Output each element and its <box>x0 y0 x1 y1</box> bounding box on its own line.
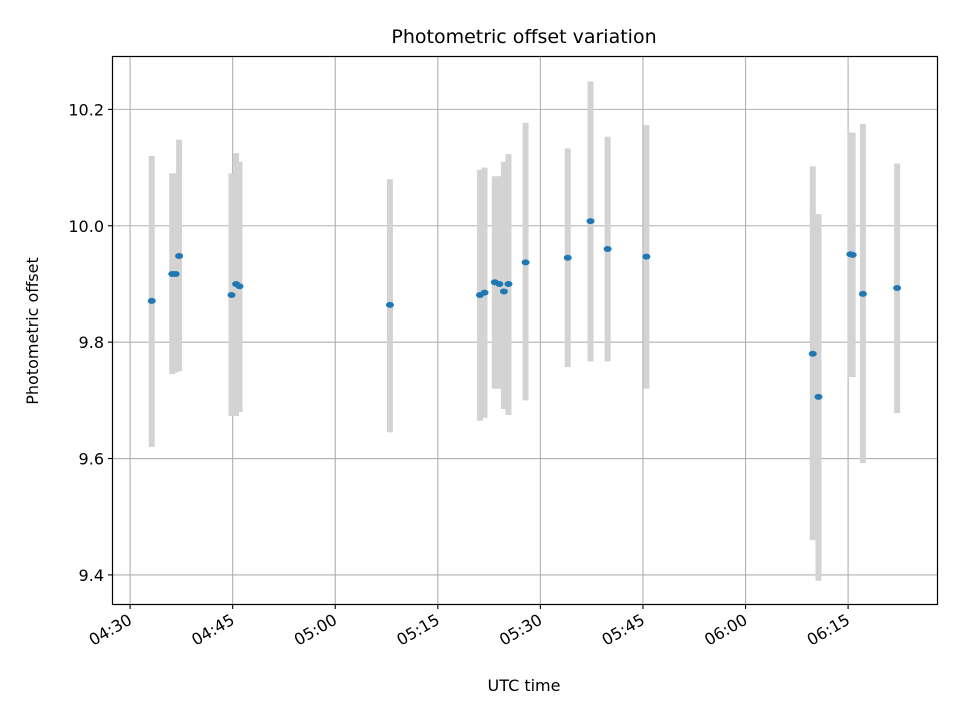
y-axis: 9.4 9.6 9.8 10.0 10.2 <box>68 100 113 585</box>
data-point <box>227 292 236 299</box>
data-point <box>175 253 184 260</box>
data-point <box>499 288 508 295</box>
data-point <box>642 253 651 260</box>
data-point <box>893 285 902 292</box>
y-tick-label: 10.0 <box>68 217 104 236</box>
data-point <box>504 280 513 287</box>
data-point <box>147 297 156 304</box>
y-axis-label: Photometric offset <box>23 257 42 405</box>
data-point <box>586 218 595 225</box>
data-point <box>235 283 244 290</box>
x-axis-label: UTC time <box>488 676 561 695</box>
data-points <box>147 218 902 400</box>
y-tick-label: 9.6 <box>79 450 104 469</box>
data-point <box>495 280 504 287</box>
data-point <box>385 301 394 308</box>
y-tick-label: 10.2 <box>68 100 104 119</box>
data-point <box>858 290 867 297</box>
data-point <box>808 350 817 357</box>
data-point <box>603 246 612 253</box>
data-point <box>521 259 530 266</box>
plot-frame <box>111 55 939 606</box>
y-tick-label: 9.4 <box>79 566 104 585</box>
data-point <box>563 254 572 261</box>
data-point <box>814 393 823 400</box>
data-point <box>171 271 180 278</box>
data-point <box>848 251 857 258</box>
data-point <box>480 289 489 296</box>
y-tick-label: 9.8 <box>79 333 104 352</box>
chart-title: Photometric offset variation <box>391 26 656 48</box>
